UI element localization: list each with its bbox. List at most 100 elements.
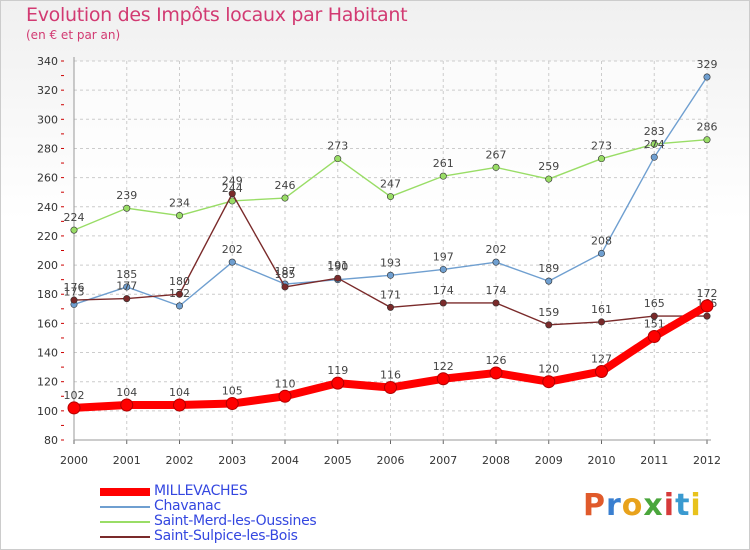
x-tick-label: 2008	[482, 454, 510, 467]
data-point	[703, 136, 711, 144]
x-tick-label: 2003	[218, 454, 246, 467]
data-point	[176, 212, 184, 220]
data-label: 185	[116, 268, 137, 281]
data-label: 239	[116, 189, 137, 202]
data-point	[384, 381, 397, 395]
chart-subtitle: (en € et par an)	[26, 28, 121, 42]
y-tick-label: 240	[37, 201, 58, 214]
data-label: 185	[275, 268, 296, 281]
data-point	[123, 295, 131, 303]
legend-swatch	[100, 506, 150, 508]
data-point	[703, 312, 711, 320]
data-label: 273	[327, 140, 348, 153]
data-point	[70, 296, 78, 304]
data-label: 274	[644, 138, 665, 151]
data-label: 174	[486, 284, 507, 297]
data-point	[439, 265, 447, 273]
data-label: 259	[538, 160, 559, 173]
data-point	[647, 330, 661, 344]
y-tick-label: 340	[37, 55, 58, 68]
data-label: 104	[169, 386, 190, 399]
data-point	[492, 163, 500, 171]
legend-label: Chavanac	[154, 498, 221, 514]
data-label: 151	[644, 318, 665, 331]
data-label: 120	[538, 363, 559, 376]
data-label: 261	[433, 157, 454, 170]
y-tick-label: 300	[37, 113, 58, 126]
series-millevaches: 102 104 104 105 110 119 116 122 126 120 127 151 172	[64, 287, 718, 415]
data-label: 189	[538, 262, 559, 275]
data-point	[70, 226, 78, 234]
data-label: 159	[538, 306, 559, 319]
data-point	[597, 318, 605, 326]
y-tick-label: 160	[37, 317, 58, 330]
data-point	[700, 299, 714, 313]
x-tick-label: 2009	[535, 454, 563, 467]
data-label: 190	[327, 261, 348, 274]
data-point	[595, 364, 608, 378]
data-label: 197	[433, 250, 454, 263]
data-label: 116	[380, 369, 401, 382]
data-label: 246	[275, 179, 296, 192]
data-label: 202	[222, 243, 243, 256]
data-label: 119	[327, 364, 348, 377]
y-tick-label: 280	[37, 142, 58, 155]
y-tick-label: 320	[37, 84, 58, 97]
y-tick-label: 200	[37, 259, 58, 272]
data-label: 267	[486, 148, 507, 161]
data-label: 249	[222, 175, 243, 188]
data-label: 244	[222, 182, 243, 195]
data-label: 180	[169, 275, 190, 288]
legend-label: Saint-Merd-les-Oussines	[154, 513, 317, 529]
x-tick-label: 2007	[429, 454, 457, 467]
data-point	[278, 389, 292, 403]
data-point	[545, 175, 553, 183]
data-label: 126	[486, 354, 507, 367]
data-point	[176, 302, 184, 310]
data-label: 286	[697, 121, 718, 134]
data-point	[542, 375, 556, 389]
data-point	[120, 398, 134, 412]
y-tick-label: 180	[37, 288, 58, 301]
data-point	[650, 312, 658, 320]
x-tick-label: 2001	[113, 454, 141, 467]
data-point	[173, 398, 186, 412]
data-label: 161	[591, 303, 612, 316]
data-point	[436, 372, 450, 386]
data-label: 247	[380, 178, 401, 191]
y-tick-label: 220	[37, 230, 58, 243]
data-label: 187	[275, 265, 296, 278]
data-point	[331, 376, 345, 390]
y-tick-label: 140	[37, 347, 58, 360]
data-point	[123, 204, 131, 212]
data-label: 191	[327, 259, 348, 272]
data-point	[228, 258, 236, 266]
data-point	[281, 194, 289, 202]
x-tick-label: 2004	[271, 454, 299, 467]
data-label: 202	[486, 243, 507, 256]
x-tick-label: 2006	[377, 454, 405, 467]
proxiti-logo: Proxiti	[583, 488, 702, 523]
data-label: 102	[64, 389, 85, 402]
x-tick-label: 2010	[588, 454, 616, 467]
data-point	[123, 283, 131, 291]
data-point	[439, 299, 447, 307]
series-saint-sulpice-les-bois: 176177180249185191171174174159161165165	[64, 175, 718, 329]
data-point	[67, 401, 81, 415]
data-point	[439, 172, 447, 180]
data-label: 171	[380, 288, 401, 301]
data-label: 176	[64, 281, 85, 294]
series-saint-merd-les-oussines: 224 239 234 244 246 273 247 261 267 259 273 283 286	[64, 121, 718, 234]
x-tick-label: 2012	[693, 454, 721, 467]
y-tick-label: 100	[37, 405, 58, 418]
y-tick-label: 120	[37, 376, 58, 389]
data-label: 172	[697, 287, 718, 300]
x-tick-label: 2005	[324, 454, 352, 467]
data-label: 165	[644, 297, 665, 310]
legend-label: MILLEVACHES	[154, 483, 248, 499]
y-tick-label: 80	[44, 434, 58, 447]
data-label: 110	[275, 377, 296, 390]
data-label: 193	[380, 256, 401, 269]
x-tick-label: 2002	[166, 454, 194, 467]
y-tick-label: 260	[37, 172, 58, 185]
